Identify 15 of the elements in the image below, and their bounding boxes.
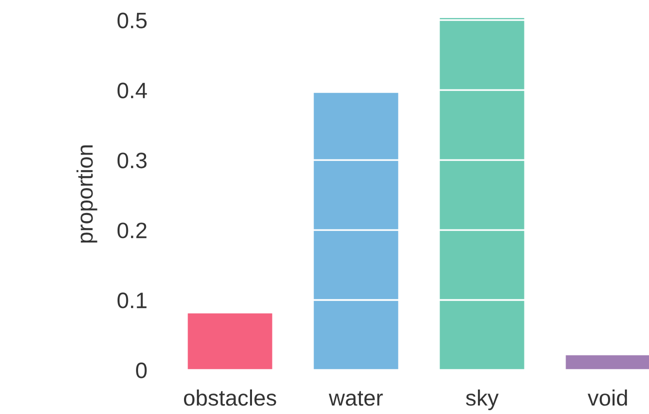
bar (188, 313, 272, 370)
bar (440, 18, 524, 370)
y-tick-label: 0.3 (118, 152, 147, 168)
y-tick-label: 0 (136, 362, 147, 378)
y-axis-title: proportion (76, 145, 98, 243)
bar (314, 92, 398, 370)
x-tick-label: sky (466, 389, 499, 410)
x-tick-label: water (328, 391, 383, 406)
y-tick-label: 0.4 (118, 82, 147, 98)
bar (566, 355, 649, 370)
y-tick-label: 0.5 (118, 12, 147, 28)
x-tick-label: obstacles (184, 389, 276, 406)
y-tick-label: 0.1 (118, 292, 146, 308)
y-tick-label: 0.2 (118, 222, 146, 238)
x-tick-label: void (588, 389, 627, 406)
